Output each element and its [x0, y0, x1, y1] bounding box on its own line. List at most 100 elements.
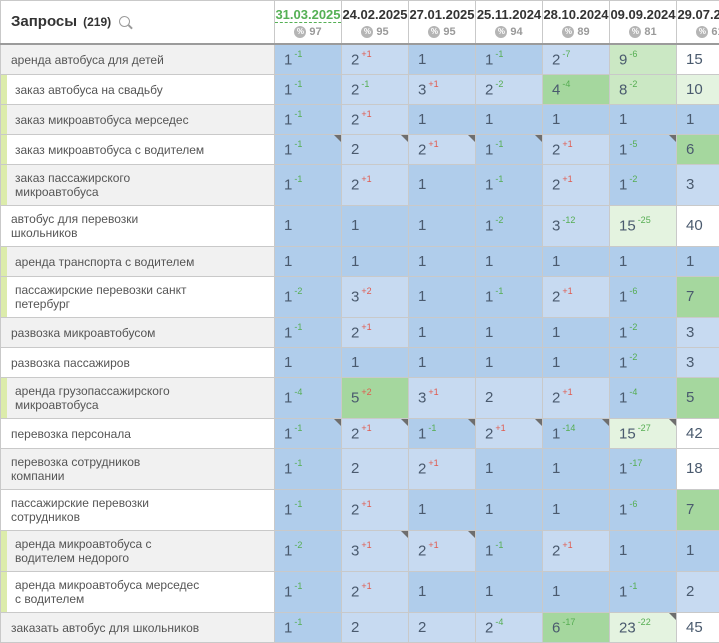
position-cell[interactable]: 1: [409, 247, 476, 277]
position-cell[interactable]: 1-1: [275, 613, 342, 643]
position-cell[interactable]: 3: [677, 165, 719, 206]
keyword-cell[interactable]: заказ микроавтобуса мерседес: [1, 105, 275, 135]
date-link[interactable]: 28.10.2024: [543, 7, 608, 22]
position-cell[interactable]: 2-2: [476, 75, 543, 105]
position-cell[interactable]: 3+2: [342, 277, 409, 318]
keyword-cell[interactable]: заказ микроавтобуса с водителем: [1, 135, 275, 165]
position-cell[interactable]: 1-1: [409, 419, 476, 449]
keyword-cell[interactable]: пассажирские перевозки сотрудников: [1, 490, 275, 531]
keyword-cell[interactable]: аренда микроавтобуса мерседес с водителе…: [1, 572, 275, 613]
position-cell[interactable]: 15: [677, 44, 719, 75]
position-cell[interactable]: 1: [342, 348, 409, 378]
position-cell[interactable]: 3+1: [342, 531, 409, 572]
position-cell[interactable]: 1-1: [610, 572, 677, 613]
position-cell[interactable]: 1: [342, 206, 409, 247]
position-cell[interactable]: 1: [543, 490, 610, 531]
position-cell[interactable]: 1-1: [275, 75, 342, 105]
position-cell[interactable]: 2+1: [342, 419, 409, 449]
position-cell[interactable]: 23-22: [610, 613, 677, 643]
position-cell[interactable]: 3: [677, 318, 719, 348]
position-cell[interactable]: 2: [342, 613, 409, 643]
position-cell[interactable]: 2+1: [543, 165, 610, 206]
position-cell[interactable]: 1-14: [543, 419, 610, 449]
keyword-cell[interactable]: заказать автобус для школьников: [1, 613, 275, 643]
position-cell[interactable]: 1-1: [275, 318, 342, 348]
position-cell[interactable]: 2: [409, 613, 476, 643]
position-cell[interactable]: 1: [409, 44, 476, 75]
position-cell[interactable]: 6: [677, 135, 719, 165]
position-cell[interactable]: 1-2: [476, 206, 543, 247]
position-cell[interactable]: 2: [677, 572, 719, 613]
keyword-cell[interactable]: пассажирские перевозки санкт петербург: [1, 277, 275, 318]
position-cell[interactable]: 2+1: [543, 135, 610, 165]
date-link[interactable]: 24.02.2025: [342, 7, 407, 22]
position-cell[interactable]: 9-6: [610, 44, 677, 75]
position-cell[interactable]: 1: [476, 105, 543, 135]
position-cell[interactable]: 2-7: [543, 44, 610, 75]
position-cell[interactable]: 2+1: [342, 490, 409, 531]
position-cell[interactable]: 6-17: [543, 613, 610, 643]
search-icon[interactable]: [119, 16, 130, 27]
position-cell[interactable]: 7: [677, 277, 719, 318]
position-cell[interactable]: 2+1: [342, 44, 409, 75]
position-cell[interactable]: 1: [409, 318, 476, 348]
position-cell[interactable]: 1: [275, 206, 342, 247]
position-cell[interactable]: 1-2: [275, 531, 342, 572]
position-cell[interactable]: 15-25: [610, 206, 677, 247]
position-cell[interactable]: 1-1: [275, 419, 342, 449]
position-cell[interactable]: 1: [409, 105, 476, 135]
position-cell[interactable]: 15-27: [610, 419, 677, 449]
position-cell[interactable]: 1-1: [476, 44, 543, 75]
position-cell[interactable]: 40: [677, 206, 719, 247]
position-cell[interactable]: 1-1: [476, 165, 543, 206]
position-cell[interactable]: 1: [543, 572, 610, 613]
date-link[interactable]: 27.01.2025: [409, 7, 474, 22]
position-cell[interactable]: 1: [409, 348, 476, 378]
position-cell[interactable]: 4-4: [543, 75, 610, 105]
position-cell[interactable]: 1: [409, 206, 476, 247]
position-cell[interactable]: 2+1: [409, 531, 476, 572]
keyword-cell[interactable]: аренда грузопассажирского микроавтобуса: [1, 378, 275, 419]
position-cell[interactable]: 1: [543, 348, 610, 378]
position-cell[interactable]: 2: [342, 135, 409, 165]
position-cell[interactable]: 1: [409, 165, 476, 206]
position-cell[interactable]: 3+1: [409, 378, 476, 419]
keyword-cell[interactable]: заказ автобуса на свадьбу: [1, 75, 275, 105]
position-cell[interactable]: 2+1: [543, 378, 610, 419]
position-cell[interactable]: 1-6: [610, 277, 677, 318]
position-cell[interactable]: 2+1: [342, 572, 409, 613]
position-cell[interactable]: 1-4: [610, 378, 677, 419]
position-cell[interactable]: 2+1: [342, 318, 409, 348]
keyword-cell[interactable]: автобус для перевозки школьников: [1, 206, 275, 247]
position-cell[interactable]: 10: [677, 75, 719, 105]
position-cell[interactable]: 1-4: [275, 378, 342, 419]
position-cell[interactable]: 1-2: [610, 165, 677, 206]
position-cell[interactable]: 1: [677, 247, 719, 277]
position-cell[interactable]: 2: [342, 449, 409, 490]
position-cell[interactable]: 2: [476, 378, 543, 419]
position-cell[interactable]: 1: [677, 105, 719, 135]
position-cell[interactable]: 1: [476, 572, 543, 613]
position-cell[interactable]: 1-1: [275, 490, 342, 531]
position-cell[interactable]: 1: [610, 247, 677, 277]
position-cell[interactable]: 3: [677, 348, 719, 378]
position-cell[interactable]: 1-17: [610, 449, 677, 490]
position-cell[interactable]: 2+1: [476, 419, 543, 449]
position-cell[interactable]: 1: [543, 105, 610, 135]
position-cell[interactable]: 5+2: [342, 378, 409, 419]
position-cell[interactable]: 18: [677, 449, 719, 490]
position-cell[interactable]: 2+1: [543, 277, 610, 318]
position-cell[interactable]: 1-1: [275, 135, 342, 165]
keyword-cell[interactable]: аренда транспорта с водителем: [1, 247, 275, 277]
position-cell[interactable]: 1-1: [275, 44, 342, 75]
position-cell[interactable]: 7: [677, 490, 719, 531]
keyword-cell[interactable]: заказ пассажирского микроавтобуса: [1, 165, 275, 206]
position-cell[interactable]: 1: [409, 572, 476, 613]
keyword-cell[interactable]: перевозка персонала: [1, 419, 275, 449]
position-cell[interactable]: 1-5: [610, 135, 677, 165]
position-cell[interactable]: 1: [409, 277, 476, 318]
position-cell[interactable]: 1: [476, 449, 543, 490]
position-cell[interactable]: 1-1: [275, 572, 342, 613]
position-cell[interactable]: 1-1: [275, 105, 342, 135]
position-cell[interactable]: 1: [610, 105, 677, 135]
